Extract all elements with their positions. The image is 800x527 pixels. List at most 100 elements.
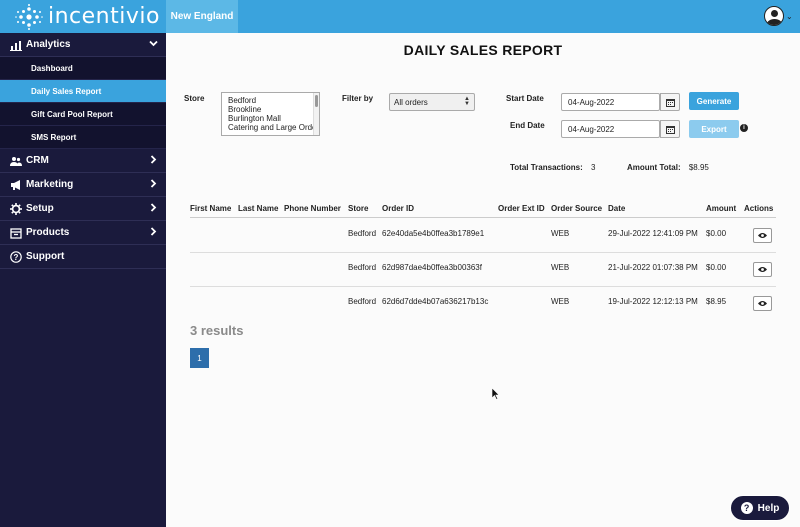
start-date-input[interactable]: 04-Aug-2022 (561, 93, 660, 111)
cell-date: 29-Jul-2022 12:41:09 PM (608, 229, 698, 238)
store-option[interactable]: Burlington Mall (228, 114, 281, 123)
store-option[interactable]: Catering and Large Orde (228, 123, 317, 132)
cell-source: WEB (551, 297, 570, 306)
top-bar: incentivio New England ⌄ (0, 0, 800, 33)
sidebar-item-label: Support (26, 251, 65, 262)
help-label: Help (757, 502, 780, 514)
megaphone-icon (9, 178, 22, 191)
chevron-right-icon (149, 155, 158, 166)
store-option[interactable]: Bedford (228, 96, 257, 105)
column-header[interactable]: Order ID (382, 204, 415, 213)
cell-source: WEB (551, 229, 570, 238)
select-arrows-icon: ▲ ▼ (464, 96, 470, 107)
sidebar-item-label: Analytics (26, 39, 71, 50)
logo[interactable]: incentivio (14, 3, 160, 30)
total-transactions-label: Total Transactions: (510, 163, 583, 172)
column-header[interactable]: Order Ext ID (498, 204, 545, 213)
divider (190, 252, 776, 253)
generate-button[interactable]: Generate (689, 92, 739, 110)
sidebar-item-marketing[interactable]: Marketing (0, 173, 166, 197)
mouse-cursor-icon (492, 388, 500, 400)
eye-icon (758, 233, 767, 238)
amount-total-value: $8.95 (688, 163, 709, 172)
column-header: Actions (744, 204, 774, 213)
scrollbar[interactable] (313, 93, 319, 135)
sidebar-item-products[interactable]: Products (0, 221, 166, 245)
column-header[interactable]: Order Source (551, 204, 603, 213)
cell-store: Bedford (348, 229, 377, 238)
sidebar-item-daily-sales-report[interactable]: Daily Sales Report (0, 80, 166, 103)
column-header[interactable]: Amount (706, 204, 737, 213)
user-menu[interactable]: ⌄ (764, 6, 793, 26)
gear-icon (9, 202, 22, 215)
user-avatar-icon (764, 6, 784, 26)
results-count: 3 results (190, 323, 244, 338)
sidebar-item-support[interactable]: ? Support (0, 245, 166, 269)
sidebar-item-crm[interactable]: CRM (0, 149, 166, 173)
store-label: Store (184, 94, 205, 103)
cell-order-id: 62d6d7dde4b07a636217b13c (382, 297, 489, 306)
chevron-right-icon (149, 179, 158, 190)
filter-label: Filter by (342, 94, 374, 103)
eye-icon (758, 301, 767, 306)
amount-total-label: Amount Total: (627, 163, 681, 172)
help-button[interactable]: ? Help (730, 495, 790, 521)
end-date-input[interactable]: 04-Aug-2022 (561, 120, 660, 138)
amount-total: Amount Total: $8.95 (627, 163, 709, 172)
store-option[interactable]: Brookline (228, 105, 262, 114)
chevron-down-icon (149, 39, 158, 50)
column-header[interactable]: Phone Number (284, 204, 341, 213)
cell-order-id: 62e40da5e4b0ffea3b1789e1 (382, 229, 485, 238)
main-content: DAILY SALES REPORT Store Bedford Brookli… (166, 33, 800, 527)
column-header[interactable]: Last Name (238, 204, 279, 213)
calendar-icon[interactable] (660, 120, 680, 138)
filter-select[interactable]: All orders ▲ ▼ (389, 93, 475, 111)
export-button[interactable]: Export (689, 120, 739, 138)
view-order-button[interactable] (753, 262, 772, 277)
question-icon: ? (740, 502, 753, 514)
region-selector[interactable]: New England (166, 0, 238, 33)
question-circle-icon: ? (9, 250, 22, 263)
chevron-down-icon: ⌄ (786, 11, 793, 21)
filter-value: All orders (394, 97, 428, 107)
chevron-right-icon (149, 203, 158, 214)
logo-icon (15, 3, 43, 30)
page-button[interactable]: 1 (190, 348, 209, 368)
cell-date: 21-Jul-2022 01:07:38 PM (608, 263, 698, 272)
column-header[interactable]: Store (348, 204, 369, 213)
sidebar: Analytics Dashboard Daily Sales Report G… (0, 33, 166, 527)
cell-date: 19-Jul-2022 12:12:13 PM (608, 297, 698, 306)
start-date-label: Start Date (506, 94, 544, 103)
sidebar-item-setup[interactable]: Setup (0, 197, 166, 221)
store-multiselect[interactable]: Bedford Brookline Burlington Mall Cateri… (221, 92, 320, 136)
sidebar-item-label: Setup (26, 203, 54, 214)
divider (190, 217, 776, 218)
cell-order-id: 62d987dae4b0ffea3b00363f (382, 263, 482, 272)
cell-source: WEB (551, 263, 570, 272)
view-order-button[interactable] (753, 296, 772, 311)
info-icon[interactable]: i (740, 124, 748, 132)
calendar-icon[interactable] (660, 93, 680, 111)
sidebar-item-analytics[interactable]: Analytics (0, 33, 166, 57)
cell-amount: $8.95 (706, 297, 727, 306)
analytics-icon (9, 38, 22, 51)
cell-store: Bedford (348, 263, 377, 272)
view-order-button[interactable] (753, 228, 772, 243)
sidebar-item-gift-card-pool-report[interactable]: Gift Card Pool Report (0, 103, 166, 126)
column-header[interactable]: First Name (190, 204, 232, 213)
total-transactions-value: 3 (591, 163, 596, 172)
page-title: DAILY SALES REPORT (403, 42, 563, 58)
sidebar-item-label: Marketing (26, 179, 74, 190)
users-icon (9, 154, 22, 167)
cell-amount: $0.00 (706, 229, 727, 238)
chevron-right-icon (149, 227, 158, 238)
sidebar-item-dashboard[interactable]: Dashboard (0, 57, 166, 80)
products-icon (9, 226, 22, 239)
cell-store: Bedford (348, 297, 377, 306)
logo-text: incentivio (48, 4, 160, 29)
svg-text:?: ? (13, 253, 18, 262)
end-date-label: End Date (510, 121, 545, 130)
sidebar-item-sms-report[interactable]: SMS Report (0, 126, 166, 149)
column-header[interactable]: Date (608, 204, 626, 213)
total-transactions: Total Transactions: 3 (510, 163, 595, 172)
